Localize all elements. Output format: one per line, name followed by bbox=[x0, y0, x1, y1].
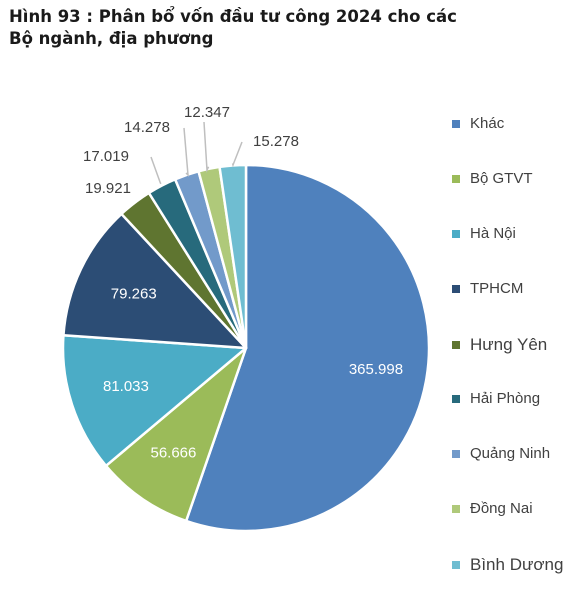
legend-swatch bbox=[452, 561, 460, 569]
data-label-khac: 365.998 bbox=[349, 361, 403, 378]
legend-item-dong-nai: Đồng Nai bbox=[452, 500, 533, 517]
legend-label: Hải Phòng bbox=[470, 390, 541, 407]
legend-label: Hưng Yên bbox=[470, 335, 548, 354]
legend-swatch bbox=[452, 119, 460, 128]
legend-swatch bbox=[452, 174, 460, 183]
data-label-ha-noi: 81.033 bbox=[103, 378, 149, 395]
data-label-binh-duong: 15.278 bbox=[253, 133, 299, 150]
legend-swatch bbox=[452, 341, 460, 349]
leader-line-dong-nai bbox=[203, 121, 210, 173]
leader-line-hai-phong bbox=[150, 156, 162, 185]
pie-slice-bo-gtvt bbox=[104, 346, 248, 523]
data-label-hai-phong: 17.019 bbox=[83, 148, 129, 165]
legend-swatch bbox=[452, 284, 460, 293]
legend-item-khac: Khác bbox=[452, 115, 504, 132]
legend-item-tphcm: TPHCM bbox=[452, 280, 523, 297]
legend-swatch bbox=[452, 394, 460, 403]
legend-swatch bbox=[452, 229, 460, 238]
pie-slice-tphcm bbox=[62, 212, 248, 350]
pie-slice-ha-noi bbox=[61, 334, 248, 468]
data-label-dong-nai: 12.347 bbox=[184, 104, 230, 121]
legend-item-ha-noi: Hà Nội bbox=[452, 225, 516, 242]
legend-item-bo-gtvt: Bộ GTVT bbox=[452, 170, 533, 187]
legend-item-quang-ninh: Quảng Ninh bbox=[452, 445, 550, 462]
legend-item-hung-yen: Hưng Yên bbox=[452, 335, 547, 355]
data-label-bo-gtvt: 56.666 bbox=[150, 445, 196, 462]
chart-title: Hình 93 : Phân bổ vốn đầu tư công 2024 c… bbox=[9, 7, 457, 48]
legend-item-binh-duong: Bình Dương bbox=[452, 555, 563, 575]
data-label-tphcm: 79.263 bbox=[111, 285, 157, 302]
legend-label: Khác bbox=[470, 115, 505, 132]
legend-label: Bộ GTVT bbox=[470, 170, 533, 187]
legend-label: Bình Dương bbox=[470, 555, 564, 574]
legend-label: Đồng Nai bbox=[470, 500, 533, 517]
legend-swatch bbox=[452, 504, 460, 513]
data-label-quang-ninh: 14.278 bbox=[124, 119, 170, 136]
leader-line-binh-duong bbox=[231, 141, 243, 168]
leader-line-quang-ninh bbox=[183, 127, 189, 178]
legend-label: TPHCM bbox=[470, 280, 524, 297]
legend-label: Quảng Ninh bbox=[470, 445, 551, 462]
data-label-hung-yen: 19.921 bbox=[85, 180, 131, 197]
legend-label: Hà Nội bbox=[470, 225, 516, 242]
legend-item-hai-phong: Hải Phòng bbox=[452, 390, 540, 407]
legend-swatch bbox=[452, 449, 460, 458]
